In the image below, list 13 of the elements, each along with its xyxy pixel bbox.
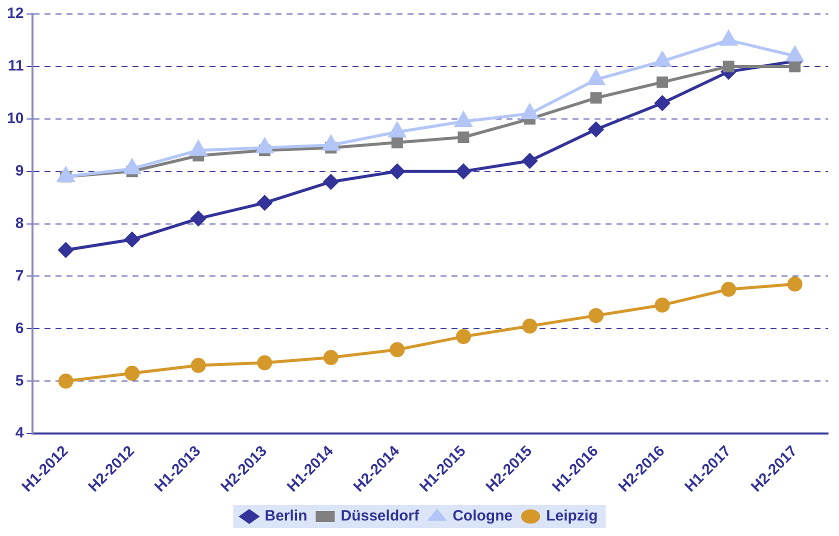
legend-label: Berlin xyxy=(264,508,308,525)
y-tick-label: 6 xyxy=(15,320,24,337)
legend-label: Cologne xyxy=(452,508,513,525)
y-tick-label: 4 xyxy=(15,424,24,442)
y-tick-label: 12 xyxy=(6,5,24,22)
y-tick-label: 7 xyxy=(15,267,24,284)
y-tick-label: 8 xyxy=(15,214,24,232)
legend-label: Leipzig xyxy=(546,508,598,525)
y-tick-label: 11 xyxy=(8,58,24,75)
y-tick-label: 9 xyxy=(15,162,24,180)
legend-label: Düsseldorf xyxy=(340,508,420,525)
y-tick-label: 5 xyxy=(15,372,24,390)
y-tick-label: 10 xyxy=(6,110,24,128)
